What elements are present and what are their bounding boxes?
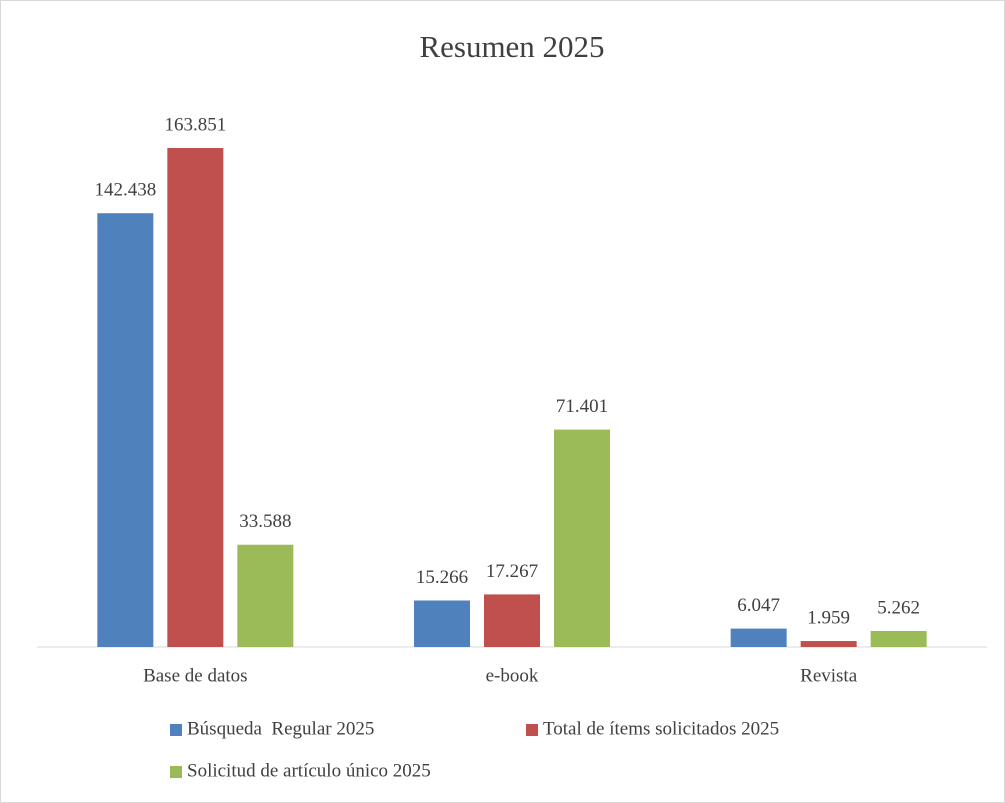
bar (554, 429, 610, 647)
bar (730, 628, 787, 647)
legend-label: Búsqueda Regular 2025 (187, 718, 374, 739)
data-label: 17.267 (486, 561, 538, 582)
legend-swatch (526, 724, 538, 736)
legend-label: Total de ítems solicitados 2025 (543, 718, 779, 739)
x-tick-label: e-book (486, 665, 539, 686)
data-label: 142.438 (94, 180, 156, 201)
chart-title: Resumen 2025 (419, 29, 604, 64)
legend-label: Solicitud de artículo único 2025 (187, 760, 431, 781)
bar (237, 544, 294, 647)
bar (167, 148, 224, 647)
bar (484, 594, 540, 647)
x-tick-label: Revista (800, 665, 858, 686)
legend-swatch (170, 724, 182, 736)
data-label: 163.851 (164, 114, 226, 135)
data-label: 1.959 (807, 607, 850, 628)
data-label: 5.262 (877, 597, 920, 618)
data-label: 33.588 (239, 511, 291, 532)
data-label: 71.401 (556, 396, 608, 417)
data-label: 15.266 (416, 567, 468, 588)
legend-swatch (170, 766, 182, 778)
bar (870, 630, 927, 647)
bar (800, 641, 857, 647)
bar (414, 600, 470, 647)
data-label: 6.047 (737, 595, 780, 616)
x-tick-label: Base de datos (143, 665, 247, 686)
bar (97, 213, 154, 647)
